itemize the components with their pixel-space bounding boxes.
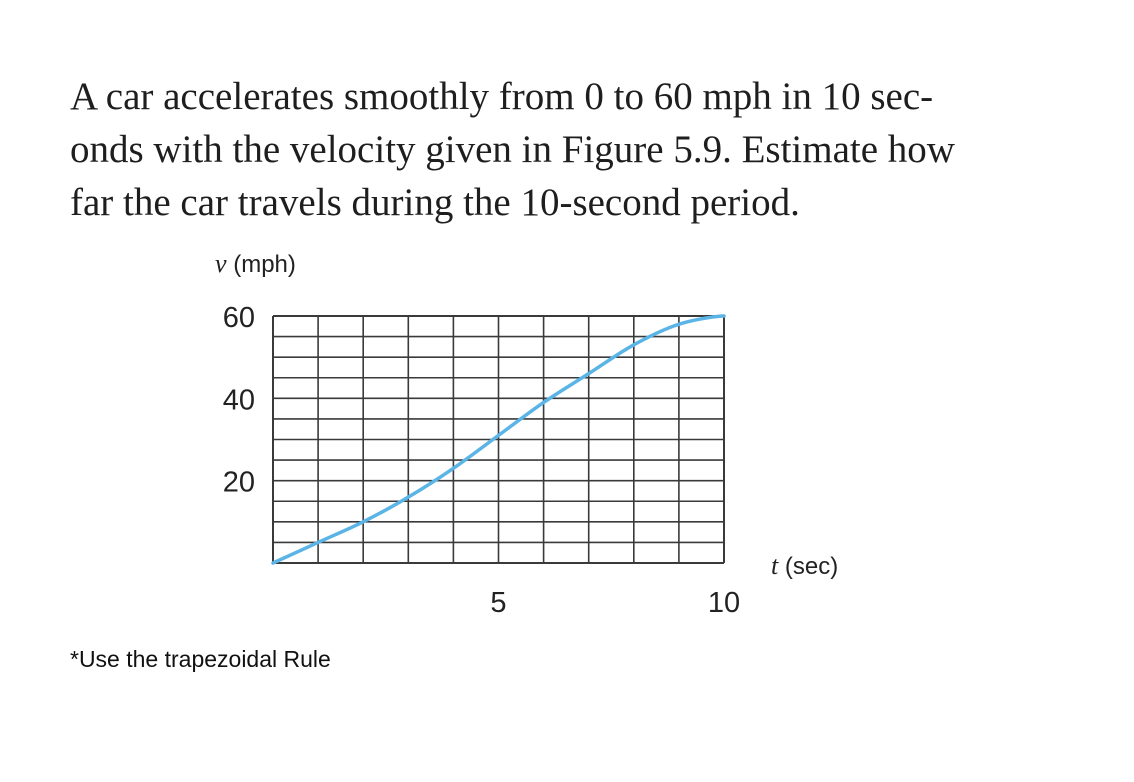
y-tick-label: 60 (223, 302, 255, 334)
y-tick-label: 20 (223, 467, 255, 499)
instruction-note: *Use the trapezoidal Rule (70, 646, 331, 672)
problem-line-1: A car accelerates smoothly from 0 to 60 … (70, 75, 934, 118)
problem-line-3: far the car travels during the 10-second… (70, 181, 800, 224)
problem-line-2: onds with the velocity given in Figure 5… (70, 128, 955, 171)
x-tick-label: 10 (708, 587, 740, 619)
y-tick-label: 40 (223, 384, 255, 416)
x-axis-label: t (sec) (771, 551, 838, 580)
chart-curve-layer (271, 314, 726, 565)
x-tick-label: 5 (490, 587, 506, 619)
problem-statement: A car accelerates smoothly from 0 to 60 … (70, 70, 1080, 229)
y-axis-label: v (mph) (215, 249, 296, 278)
chart-ticks: 20 40 60 5 10 (223, 302, 740, 619)
velocity-curve (271, 314, 726, 565)
chart-grid (272, 315, 725, 564)
